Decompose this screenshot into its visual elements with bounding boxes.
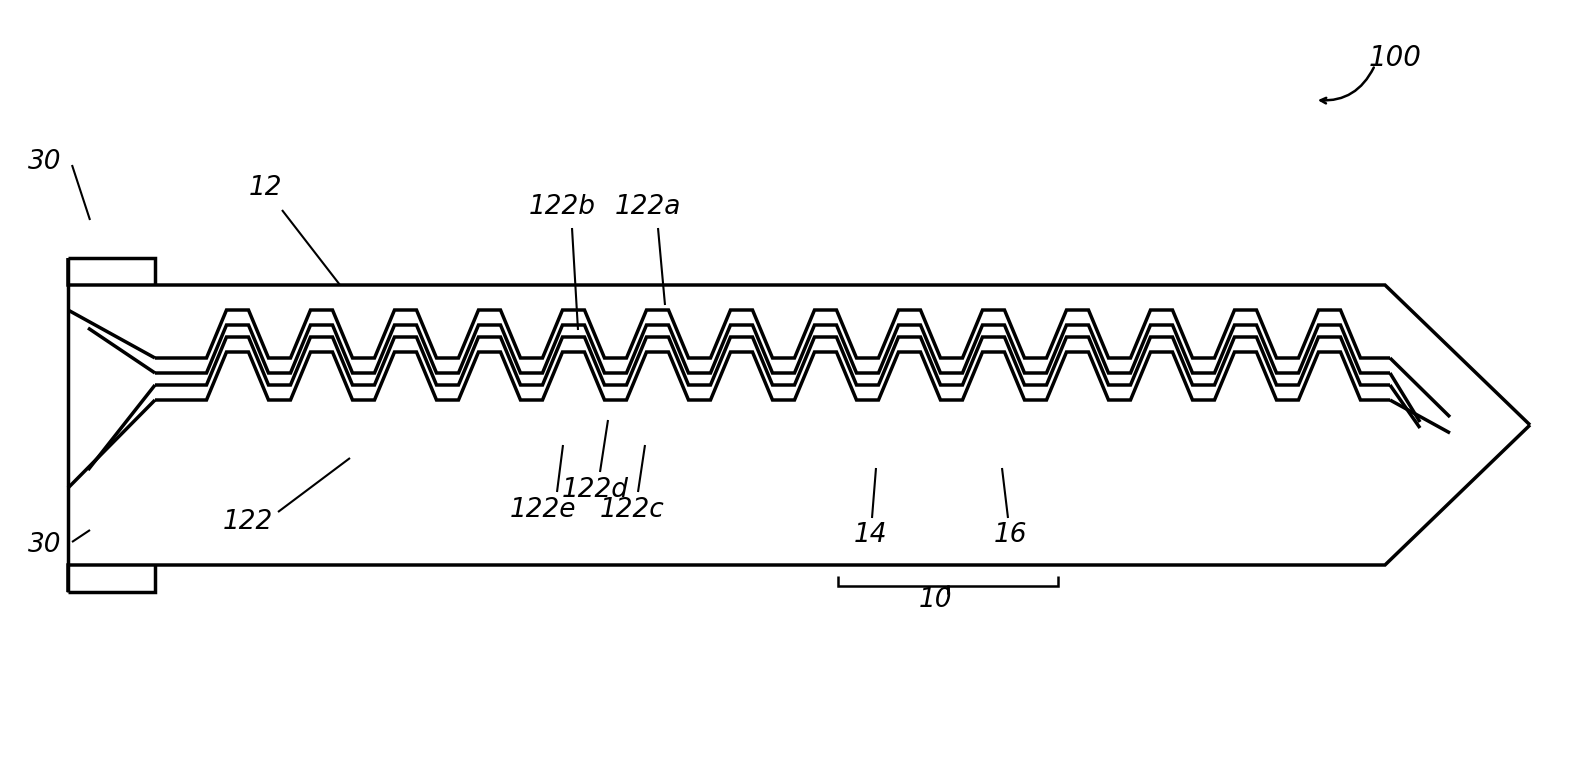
Text: 30: 30 <box>28 149 62 175</box>
Text: 14: 14 <box>854 522 887 548</box>
Text: 12: 12 <box>248 175 282 201</box>
Text: 122a: 122a <box>615 194 682 220</box>
Text: 122c: 122c <box>600 497 664 523</box>
Text: 100: 100 <box>1368 44 1422 72</box>
Text: 16: 16 <box>993 522 1027 548</box>
Text: 30: 30 <box>28 532 62 558</box>
Text: 122d: 122d <box>562 477 628 503</box>
Text: 122: 122 <box>222 509 273 535</box>
Text: 122b: 122b <box>529 194 595 220</box>
Text: 122e: 122e <box>510 497 576 523</box>
Text: 10: 10 <box>918 587 952 613</box>
